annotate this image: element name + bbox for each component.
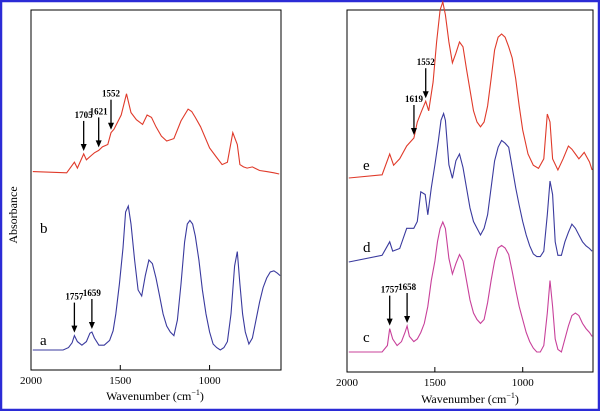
annotation-arrow-head xyxy=(88,322,95,329)
annotation-label-1757: 1757 xyxy=(381,285,400,295)
annotation-arrow-head xyxy=(422,91,429,99)
x-tick-label: 1000 xyxy=(199,375,222,387)
annotation-label-1552: 1552 xyxy=(417,57,436,67)
left-plot-area xyxy=(30,9,282,371)
annotation-arrow-head xyxy=(386,318,393,326)
annotation-arrow-head xyxy=(404,316,411,323)
annotation-label-1658: 1658 xyxy=(398,282,417,292)
annotation-label-1757: 1757 xyxy=(65,292,84,302)
x-tick-label: 2000 xyxy=(20,375,43,387)
left-y-axis-label: Absorbance xyxy=(6,186,20,243)
series-d-label: d xyxy=(363,240,371,256)
annotation-label-1619: 1619 xyxy=(405,94,424,104)
annotation-arrow-head xyxy=(410,128,417,135)
annotation-label-1705: 1705 xyxy=(75,110,94,120)
left-x-axis-label: Wavenumber (cm−1) xyxy=(106,388,204,403)
series-a-line xyxy=(32,204,281,351)
series-c-label: c xyxy=(363,330,370,346)
right-panel: e d c 1552 1619 1757 1658 2000 1500 1000 Wavenu… xyxy=(336,0,594,406)
right-series-layer: e d c xyxy=(348,0,593,353)
left-series-layer: ba xyxy=(32,93,281,351)
x-tick-label: 1000 xyxy=(512,377,535,389)
series-b-label: b xyxy=(40,221,48,237)
annotation-arrow-head xyxy=(71,325,78,333)
annotation-label-1659: 1659 xyxy=(83,288,102,298)
series-a-label: a xyxy=(40,333,47,349)
x-tick-label: 2000 xyxy=(336,377,359,389)
right-x-ticks: 2000 1500 1000 xyxy=(336,367,534,389)
annotation-label-1621: 1621 xyxy=(90,106,109,116)
right-plot-area xyxy=(346,9,594,373)
annotation-arrow-head xyxy=(80,143,87,151)
series-c-line xyxy=(348,220,593,353)
series-e-label: e xyxy=(363,158,370,174)
annotation-label-1552: 1552 xyxy=(102,89,121,99)
series-b-line xyxy=(32,93,280,175)
annotation-arrow-head xyxy=(108,122,114,130)
right-x-axis-label: Wavenumber (cm−1) xyxy=(421,391,519,406)
series-e-line xyxy=(348,0,593,179)
x-tick-label: 1500 xyxy=(424,377,447,389)
right-annotation-layer: 1552 1619 1757 1658 xyxy=(381,57,436,326)
left-x-ticks: 2000 1500 1000 xyxy=(20,365,221,387)
annotation-arrow-head xyxy=(95,140,102,148)
x-tick-label: 1500 xyxy=(109,375,132,387)
series-d-line xyxy=(348,111,593,263)
